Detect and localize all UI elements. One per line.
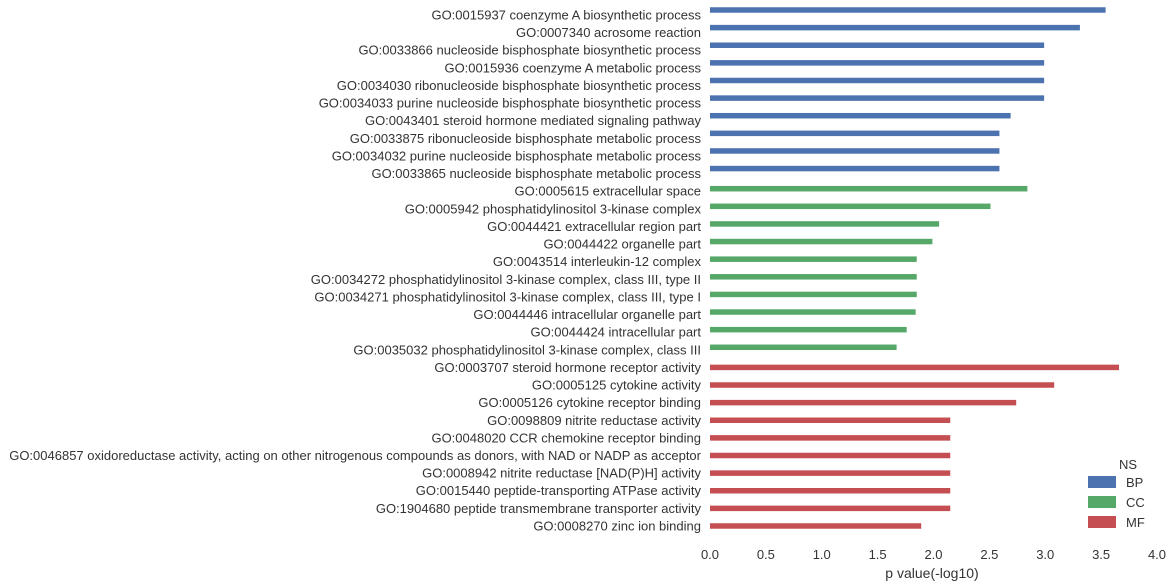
category-label: GO:0043401 steroid hormone mediated sign… — [365, 113, 702, 128]
category-label: GO:0034272 phosphatidylinositol 3-kinase… — [311, 272, 701, 287]
category-label: GO:0044422 organelle part — [543, 237, 701, 252]
category-label: GO:0033865 nucleoside bisphosphate metab… — [371, 166, 701, 181]
category-label: GO:0008942 nitrite reductase [NAD(P)H] a… — [422, 466, 701, 481]
bars-group — [710, 7, 1120, 529]
bar-cc — [710, 291, 917, 298]
legend-swatch-cc — [1088, 496, 1116, 508]
bar-bp — [710, 77, 1045, 84]
bar-mf — [710, 417, 951, 424]
bar-mf — [710, 487, 951, 494]
category-label: GO:0033875 ribonucleoside bisphosphate m… — [350, 131, 702, 146]
category-label: GO:0048020 CCR chemokine receptor bindin… — [431, 430, 701, 445]
x-tick-label: 2.0 — [924, 547, 942, 562]
bar-bp — [710, 24, 1080, 31]
bar-mf — [710, 452, 951, 459]
bar-cc — [710, 221, 940, 227]
category-label: GO:0034033 purine nucleoside bisphosphat… — [319, 96, 702, 111]
bar-cc — [710, 238, 933, 245]
category-label: GO:1904680 peptide transmembrane transpo… — [376, 501, 702, 516]
bar-mf — [710, 364, 1120, 371]
category-label: GO:0005126 cytokine receptor binding — [478, 395, 701, 410]
x-tick-label: 0.0 — [701, 547, 719, 562]
x-tick-label: 1.5 — [869, 547, 887, 562]
category-label: GO:0005125 cytokine activity — [532, 378, 702, 393]
category-label: GO:0044421 extracellular region part — [487, 219, 701, 234]
x-tick-label: 3.0 — [1036, 547, 1054, 562]
bar-cc — [710, 309, 916, 315]
category-label: GO:0015440 peptide-transporting ATPase a… — [416, 483, 702, 498]
legend-title: NS — [1119, 457, 1137, 472]
category-label: GO:0035032 phosphatidylinositol 3-kinase… — [353, 342, 701, 357]
x-tick-label: 2.5 — [980, 547, 998, 562]
bar-cc — [710, 344, 897, 351]
bar-bp — [710, 7, 1106, 13]
category-label: GO:0034032 purine nucleoside bisphosphat… — [332, 148, 702, 163]
legend-swatch-mf — [1088, 516, 1116, 528]
x-axis-title: p value(-log10) — [885, 565, 978, 581]
category-label: GO:0007340 acrosome reaction — [516, 25, 701, 40]
category-label: GO:0046857 oxidoreductase activity, acti… — [9, 448, 701, 463]
bar-mf — [710, 382, 1055, 388]
category-label: GO:0008270 zinc ion binding — [533, 518, 701, 533]
bar-mf — [710, 399, 1017, 406]
category-label: GO:0043514 interleukin-12 complex — [493, 254, 702, 269]
bar-bp — [710, 95, 1045, 101]
bar-bp — [710, 130, 1000, 137]
legend-swatch-bp — [1088, 476, 1116, 488]
x-tick-label: 1.0 — [813, 547, 831, 562]
bar-cc — [710, 256, 917, 262]
category-label: GO:0098809 nitrite reductase activity — [487, 413, 701, 428]
category-label: GO:0015937 coenzyme A biosynthetic proce… — [431, 8, 701, 23]
bar-bp — [710, 42, 1045, 48]
bar-cc — [710, 203, 991, 210]
category-label: GO:0005942 phosphatidylinositol 3-kinase… — [405, 201, 702, 216]
category-label: GO:0034030 ribonucleoside bisphosphate b… — [337, 78, 702, 93]
legend-label-mf: MF — [1126, 515, 1145, 530]
bar-cc — [710, 274, 917, 280]
bar-mf — [710, 470, 951, 476]
x-tick-label: 0.5 — [757, 547, 775, 562]
bar-mf — [710, 505, 951, 512]
bar-mf — [710, 435, 951, 441]
category-label: GO:0034271 phosphatidylinositol 3-kinase… — [314, 289, 701, 304]
category-labels: GO:0015937 coenzyme A biosynthetic proce… — [9, 8, 701, 534]
legend-label-cc: CC — [1126, 495, 1145, 510]
category-label: GO:0005615 extracellular space — [515, 184, 701, 199]
category-label: GO:0044424 intracellular part — [530, 325, 701, 340]
bar-bp — [710, 112, 1011, 119]
x-tick-label: 3.5 — [1092, 547, 1110, 562]
bar-bp — [710, 60, 1045, 66]
category-label: GO:0003707 steroid hormone receptor acti… — [434, 360, 701, 375]
bar-mf — [710, 523, 922, 529]
bar-cc — [710, 326, 907, 333]
legend-label-bp: BP — [1126, 475, 1143, 490]
category-label: GO:0044446 intracellular organelle part — [473, 307, 701, 322]
category-label: GO:0015936 coenzyme A metabolic process — [444, 60, 701, 75]
legend: NS BP CC MF — [1088, 457, 1145, 530]
bar-bp — [710, 148, 1000, 154]
x-axis-ticks: 0.0 0.5 1.0 1.5 2.0 2.5 3.0 3.5 4.0 — [701, 547, 1166, 562]
x-tick-label: 4.0 — [1148, 547, 1166, 562]
category-label: GO:0033866 nucleoside bisphosphate biosy… — [358, 43, 701, 58]
bar-cc — [710, 185, 1028, 192]
bar-bp — [710, 165, 1000, 172]
